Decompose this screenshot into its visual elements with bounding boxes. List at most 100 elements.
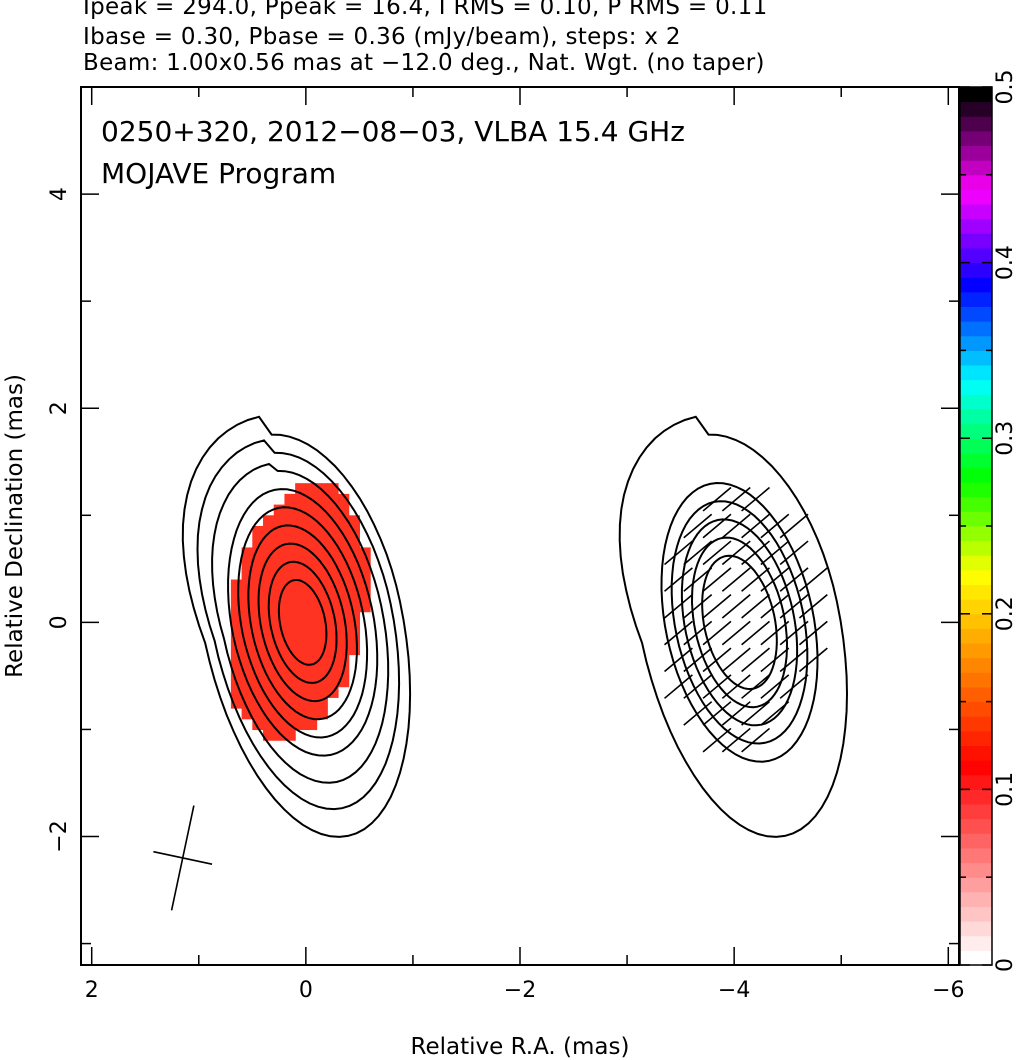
evpa-tick <box>702 540 732 566</box>
polarization-pixel <box>327 547 339 559</box>
polarization-pixel <box>348 590 360 602</box>
polarization-pixel <box>305 611 318 623</box>
polarization-pixel <box>305 697 318 709</box>
colorbar-swatch <box>960 701 992 717</box>
polarization-pixel <box>284 686 296 698</box>
polarization-pixel <box>284 504 296 516</box>
colorbar-swatch <box>960 950 992 966</box>
polarization-pixel <box>337 622 350 634</box>
polarization-pixel <box>273 675 286 688</box>
polarization-pixel <box>273 590 286 602</box>
polarization-pixel <box>263 622 275 634</box>
plot-title: 0250+320, 2012−08−03, VLBA 15.4 GHz <box>101 115 685 148</box>
evpa-tick <box>760 593 790 619</box>
y-tick-label: −2 <box>47 820 72 852</box>
polarization-pixel <box>252 643 264 656</box>
polarization-pixel <box>327 504 339 516</box>
polarization-pixel <box>316 665 328 677</box>
axis-ticks <box>81 87 959 965</box>
colorbar-swatch <box>960 613 992 629</box>
polarization-pixel <box>337 600 350 613</box>
polarization-pixel <box>230 633 243 645</box>
polarization-pixel <box>305 686 318 698</box>
polarization-pixel <box>263 526 275 538</box>
polarization-pixel <box>241 633 253 645</box>
polarization-pixel <box>337 536 350 549</box>
polarization-pixel <box>284 633 296 645</box>
evpa-tick <box>721 567 751 592</box>
polarization-pixel <box>284 654 296 666</box>
polarization-pixel <box>263 708 275 720</box>
colorbar-swatch <box>960 818 992 834</box>
colorbar-swatch <box>960 804 992 820</box>
colorbar-swatch <box>960 935 992 951</box>
evpa-tick <box>741 567 771 592</box>
polarization-pixel <box>273 579 286 591</box>
evpa-tick <box>683 701 713 726</box>
polarization-pixel <box>327 568 339 581</box>
polarization-pixel <box>241 611 253 623</box>
evpa-tick <box>760 701 790 726</box>
evpa-tick <box>779 593 809 619</box>
polarization-pixel <box>263 665 275 677</box>
colorbar-swatch <box>960 628 992 644</box>
beam-minor-axis <box>153 850 213 865</box>
polarization-pixel <box>273 547 286 559</box>
polarization-pixel <box>316 708 328 720</box>
evpa-tick <box>683 674 713 699</box>
polarization-pixel <box>273 526 286 538</box>
header-stats-line: Ipeak = 294.0, Ppeak = 16.4, I RMS = 0.1… <box>83 0 768 20</box>
colorbar-swatch <box>960 730 992 746</box>
polarization-pixel <box>305 536 318 549</box>
polarization-pixel <box>305 526 318 538</box>
polarization-pixel <box>359 568 371 581</box>
polarization-pixel <box>348 579 360 591</box>
evpa-tick <box>741 486 771 512</box>
polarization-pixel <box>316 526 328 538</box>
polarization-pixel <box>316 643 328 656</box>
colorbar-swatch <box>960 247 992 264</box>
colorbar-swatch <box>960 291 992 307</box>
polarization-pixel <box>273 558 286 570</box>
colorbar-swatch <box>960 321 992 337</box>
colorbar-swatch <box>960 686 992 703</box>
polarization-pixel <box>316 675 328 688</box>
evpa-tick <box>760 567 790 592</box>
polarization-pixel <box>284 590 296 602</box>
polarization-pixel <box>252 536 264 549</box>
y-tick-label: 0 <box>47 615 72 629</box>
colorbar-tick-label: 0.1 <box>993 772 1018 807</box>
polarization-pixel <box>252 611 264 623</box>
evpa-tick <box>741 620 771 646</box>
intensity-contour <box>181 415 412 838</box>
evpa-tick <box>721 620 751 646</box>
polarization-pixel <box>305 643 318 656</box>
evpa-tick <box>683 593 713 619</box>
polarization-pixel <box>241 708 253 720</box>
evpa-tick <box>779 540 809 566</box>
polarization-pixel <box>305 579 318 591</box>
intensity-contour <box>257 542 348 703</box>
y-tick-label: 2 <box>47 401 72 415</box>
colorbar-tick-labels: 0 0.1 0.2 0.3 0.4 0.5 <box>993 70 1018 973</box>
polarization-pixel <box>348 643 360 656</box>
polarization-pixel <box>337 654 350 666</box>
evpa-tick <box>721 701 751 726</box>
polarization-pixel <box>327 483 339 495</box>
polarization-contour <box>670 500 809 745</box>
polarization-pixel <box>337 568 350 581</box>
colorbar-tick-label: 0.4 <box>993 245 1018 280</box>
polarization-pixel <box>348 515 360 527</box>
polarization-pixel <box>305 718 318 731</box>
evpa-tick <box>702 620 732 646</box>
polarization-pixel <box>327 633 339 645</box>
polarization-pixel <box>348 622 360 634</box>
polarization-pixel <box>316 611 328 623</box>
polarization-pixel <box>337 547 350 559</box>
polarization-pixel <box>263 729 275 741</box>
polarization-pixel <box>263 675 275 688</box>
intensity-contour <box>196 439 401 811</box>
polarization-pixel <box>348 558 360 570</box>
polarization-pixel <box>284 515 296 527</box>
colorbar-swatch <box>960 540 992 556</box>
